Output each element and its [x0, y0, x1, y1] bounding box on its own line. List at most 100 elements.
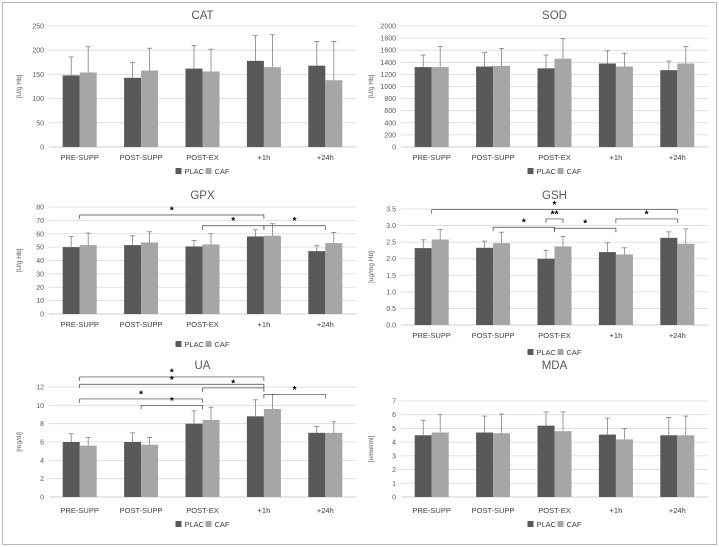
y-tick-label: 0	[392, 495, 396, 502]
chart-gpx: GPX [U/g Hb] 0 10 20 30 40 50 60 70 80 PRE-SUPP POST…	[16, 190, 356, 349]
legend-swatch-caf	[557, 168, 564, 174]
significance-marker: *	[170, 206, 174, 217]
x-tick-label: +24h	[669, 153, 686, 162]
bar-plac	[537, 258, 555, 325]
significance-bracket	[79, 214, 265, 220]
x-tick-label: +24h	[669, 506, 686, 515]
x-tick-label: PRE-SUPP	[413, 331, 451, 340]
bar-plac	[660, 237, 678, 325]
bar-plac	[414, 435, 432, 497]
significance-marker: *	[139, 389, 143, 400]
chart-title: SOD	[542, 10, 567, 22]
significance-bracket	[263, 225, 326, 230]
legend-label: CAF	[215, 340, 230, 349]
chart-title: UA	[195, 360, 211, 372]
significance-bracket	[431, 209, 678, 214]
legend-label: PLAC	[537, 348, 557, 357]
bar-plac	[246, 416, 264, 497]
y-tick-label: 3	[392, 453, 396, 460]
bar-plac	[62, 75, 80, 147]
y-axis-label: [U/g Hb]	[16, 74, 23, 98]
y-tick-label: 1600	[380, 48, 396, 55]
chart-title: GPX	[190, 190, 215, 202]
chart-title: GSH	[542, 190, 567, 202]
bar-plac	[537, 68, 555, 147]
y-tick-label: 50	[36, 120, 44, 127]
y-tick-label: 0.5	[386, 306, 396, 313]
legend-label: CAF	[567, 520, 582, 529]
bar-caf	[79, 245, 97, 314]
y-tick-label: 2.5	[386, 240, 396, 247]
bar-plac	[414, 67, 432, 147]
legend-swatch-plac	[175, 521, 182, 527]
significance-marker: **	[551, 209, 559, 220]
x-tick-label: POST-EX	[538, 506, 571, 515]
x-tick-label: PRE-SUPP	[413, 506, 451, 515]
bar-caf	[202, 420, 220, 497]
significance-marker: *	[170, 375, 174, 386]
y-tick-label: 1400	[380, 60, 396, 67]
x-tick-label: +1h	[610, 331, 623, 340]
chart-title: MDA	[542, 360, 568, 372]
legend-label: CAF	[215, 520, 230, 529]
bar-caf	[263, 67, 281, 147]
bar-caf	[202, 71, 220, 147]
y-tick-label: 10	[36, 298, 44, 305]
bar-caf	[141, 70, 159, 147]
y-tick-label: 600	[384, 108, 396, 115]
bar-caf	[677, 243, 695, 325]
bar-plac	[124, 77, 142, 147]
y-axis-label: [U/g Hb]	[368, 74, 375, 98]
significance-bracket	[79, 383, 265, 389]
y-tick-label: 400	[384, 120, 396, 127]
bar-caf	[493, 243, 511, 325]
y-tick-label: 7	[392, 399, 396, 406]
significance-marker: *	[293, 216, 297, 227]
y-tick-label: 6	[40, 440, 44, 447]
bar-plac	[660, 70, 678, 147]
bar-caf	[141, 242, 159, 314]
bar-plac	[476, 66, 494, 147]
x-tick-label: +24h	[317, 153, 334, 162]
significance-marker: *	[170, 396, 174, 407]
y-tick-label: 40	[36, 258, 44, 265]
significance-bracket	[202, 387, 265, 392]
significance-bracket	[79, 376, 265, 381]
y-tick-label: 6	[392, 412, 396, 419]
y-tick-label: 3.0	[386, 223, 396, 230]
significance-marker: *	[231, 378, 235, 389]
x-tick-label: +1h	[610, 153, 623, 162]
x-tick-label: PRE-SUPP	[413, 153, 451, 162]
y-tick-label: 60	[36, 231, 44, 238]
x-tick-label: PRE-SUPP	[61, 320, 99, 329]
y-tick-label: 20	[36, 285, 44, 292]
y-tick-label: 4	[392, 440, 396, 447]
y-tick-label: 12	[36, 385, 44, 392]
y-tick-label: 1.5	[386, 273, 396, 280]
legend-swatch-caf	[557, 349, 564, 355]
bar-caf	[554, 58, 572, 147]
chart-cat: CAT [U/g Hb] 0 50 100 150 200 250 PRE-SUPP POST-S…	[16, 10, 356, 176]
x-tick-label: POST-EX	[538, 331, 571, 340]
y-tick-label: 1800	[380, 36, 396, 43]
bar-caf	[79, 445, 97, 497]
legend-label: CAF	[567, 167, 582, 176]
bar-plac	[62, 442, 80, 497]
bar-caf	[615, 66, 633, 147]
significance-marker: *	[645, 209, 649, 220]
bar-plac	[476, 247, 494, 325]
x-tick-label: POST-SUPP	[472, 153, 515, 162]
bar-caf	[615, 254, 633, 325]
x-tick-label: PRE-SUPP	[61, 153, 99, 162]
y-tick-label: 0	[40, 495, 44, 502]
bar-plac	[308, 65, 326, 147]
y-tick-label: 0	[40, 312, 44, 319]
y-tick-label: 8	[40, 421, 44, 428]
legend-swatch-caf	[205, 168, 212, 174]
bar-caf	[325, 243, 343, 314]
y-tick-label: 2000	[380, 24, 396, 31]
y-tick-label: 0.0	[386, 323, 396, 330]
bar-caf	[677, 63, 695, 148]
x-tick-label: POST-SUPP	[120, 506, 163, 515]
